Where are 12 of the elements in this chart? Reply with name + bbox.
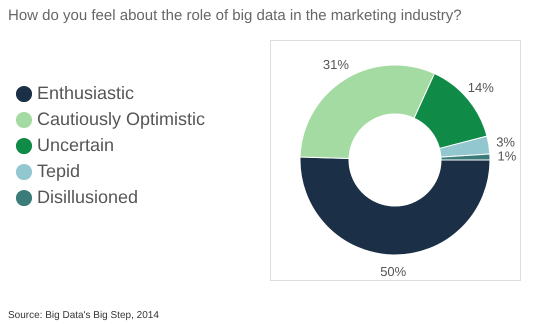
data-label: 50% [380,264,407,279]
data-label: 1% [498,148,517,164]
data-label: 3% [496,134,516,150]
source-note: Source: Big Data's Big Step, 2014 [8,310,160,321]
data-label: 14% [468,80,494,96]
legend-label: Cautiously Optimistic [37,109,206,129]
chart-title: How do you feel about the role of big data in the marketing industry? [8,7,462,24]
legend-label: Tepid [37,161,80,181]
legend-label: Enthusiastic [37,83,134,103]
legend-label: Disillusioned [37,187,138,207]
data-label: 31% [322,56,350,72]
legend-label: Uncertain [37,135,114,155]
